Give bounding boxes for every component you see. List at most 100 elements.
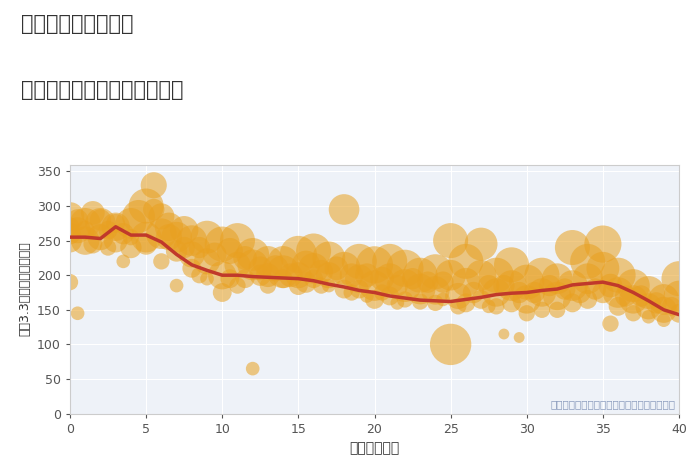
Point (483, 282, 494, 290)
Point (293, 251, 304, 258)
Point (339, 206, 350, 213)
Point (414, 285, 426, 293)
Point (521, 296, 532, 303)
Point (582, 296, 594, 303)
Point (224, 275, 235, 282)
Point (316, 268, 327, 275)
Point (118, 258, 129, 265)
Point (650, 299, 662, 306)
Point (64, 278, 76, 286)
Point (438, 296, 449, 303)
Point (308, 247, 319, 255)
Point (491, 289, 502, 296)
Point (80, 237, 91, 244)
Point (224, 247, 235, 255)
Point (323, 282, 335, 290)
Point (156, 230, 167, 237)
Point (156, 258, 167, 265)
Point (202, 275, 213, 282)
Point (658, 296, 669, 303)
Y-axis label: 坪（3.3㎡）単価（万円）: 坪（3.3㎡）単価（万円） (18, 242, 32, 337)
Point (194, 272, 205, 279)
Point (64, 223, 76, 230)
Point (491, 303, 502, 310)
Point (262, 258, 274, 265)
Point (673, 310, 685, 317)
Point (316, 282, 327, 290)
Point (285, 272, 296, 279)
Point (620, 292, 631, 300)
Point (293, 282, 304, 290)
Point (521, 310, 532, 317)
Point (217, 272, 228, 279)
Point (582, 275, 594, 282)
Point (567, 244, 578, 251)
Point (430, 268, 441, 275)
Point (628, 296, 639, 303)
Point (430, 299, 441, 306)
Point (102, 244, 113, 251)
Point (377, 289, 388, 296)
Point (475, 240, 486, 248)
Point (384, 258, 395, 265)
Point (293, 272, 304, 279)
Point (612, 272, 624, 279)
Point (232, 261, 243, 268)
Point (536, 306, 547, 313)
Point (64, 212, 76, 220)
Point (247, 251, 258, 258)
Point (171, 282, 182, 290)
Point (369, 296, 380, 303)
Point (80, 219, 91, 227)
Point (612, 289, 624, 296)
Point (354, 275, 365, 282)
Point (506, 261, 517, 268)
Point (163, 234, 174, 241)
Point (597, 289, 608, 296)
Point (559, 285, 570, 293)
Point (95, 216, 106, 224)
Point (247, 365, 258, 372)
Point (392, 299, 403, 306)
Point (110, 219, 121, 227)
Point (544, 282, 555, 290)
Point (521, 278, 532, 286)
Point (506, 299, 517, 306)
Point (643, 313, 655, 321)
Point (567, 299, 578, 306)
Point (217, 289, 228, 296)
Point (323, 254, 335, 262)
Point (125, 234, 136, 241)
Point (552, 275, 563, 282)
Point (346, 272, 357, 279)
Point (178, 244, 190, 251)
Point (612, 303, 624, 310)
Point (125, 219, 136, 227)
Point (331, 265, 342, 272)
Point (475, 272, 486, 279)
Point (186, 237, 197, 244)
Point (552, 306, 563, 313)
Point (636, 292, 647, 300)
Text: 東京都地下鉄成増駅: 東京都地下鉄成増駅 (21, 14, 134, 34)
Point (445, 237, 456, 244)
Point (468, 289, 479, 296)
Point (628, 282, 639, 290)
Point (72, 216, 83, 224)
Text: 円の大きさは、取引のあった物件面積を示す: 円の大きさは、取引のあった物件面積を示す (551, 400, 676, 409)
Point (414, 298, 426, 306)
Point (277, 275, 289, 282)
Point (270, 265, 281, 272)
Point (628, 310, 639, 317)
Point (209, 251, 220, 258)
Point (445, 272, 456, 279)
Point (445, 341, 456, 348)
Point (461, 258, 472, 265)
Point (582, 258, 594, 265)
Point (354, 258, 365, 265)
Point (308, 275, 319, 282)
Point (422, 278, 433, 286)
Point (125, 244, 136, 251)
Point (377, 275, 388, 282)
Point (567, 282, 578, 290)
